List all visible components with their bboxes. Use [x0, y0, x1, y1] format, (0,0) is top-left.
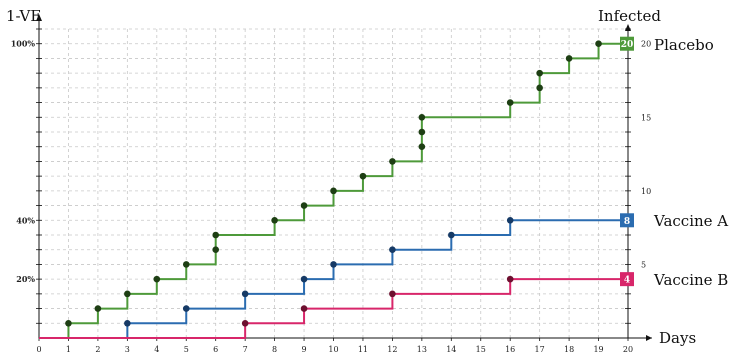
- right-tick-label: 5: [641, 260, 646, 269]
- event-point: [389, 158, 396, 165]
- x-tick-label: 13: [417, 345, 427, 354]
- event-point: [271, 216, 278, 224]
- event-point: [300, 202, 308, 209]
- series-line: [39, 219, 628, 339]
- event-point: [65, 319, 72, 327]
- event-point: [359, 172, 367, 180]
- series-line: [39, 278, 628, 339]
- right-axis-arrow: [625, 24, 631, 31]
- end-count-badge: [620, 213, 634, 228]
- series-name-label: Vaccine A: [653, 212, 728, 230]
- series-vaccine-a: 8 Vaccine A: [39, 212, 728, 339]
- x-tick-label: 17: [535, 345, 545, 354]
- right-tick-label: 10: [641, 187, 651, 196]
- end-count-label: 8: [624, 217, 630, 227]
- axes: 0 1 2 3 4 5 6 7 8 9 10 11 12 13 14 15 16 17 18 19 2020%40%10…: [11, 14, 652, 354]
- x-tick-label: 15: [476, 345, 486, 354]
- event-point: [506, 216, 514, 224]
- left-axis-title: 1-VE: [6, 7, 41, 25]
- x-axis-title: Days: [659, 329, 696, 347]
- x-tick-label: 16: [505, 345, 515, 354]
- event-point: [241, 319, 249, 327]
- x-tick-label: 6: [213, 345, 218, 354]
- event-point: [300, 275, 308, 283]
- end-count-label: 20: [621, 40, 634, 50]
- event-point: [506, 99, 514, 106]
- x-tick-label: 18: [564, 345, 574, 354]
- x-tick-label: 8: [272, 345, 277, 354]
- x-tick-label: 2: [95, 345, 100, 354]
- end-count-badge: [620, 272, 634, 287]
- left-tick-label: 100%: [11, 39, 36, 49]
- event-point: [182, 261, 190, 268]
- x-tick-label: 9: [302, 345, 307, 354]
- series-name-label: Placebo: [654, 36, 714, 54]
- right-tick-label: 15: [641, 113, 651, 122]
- grid: [39, 28, 629, 338]
- x-tick-label: 1: [66, 345, 71, 354]
- event-point: [389, 290, 396, 298]
- event-point: [389, 246, 396, 254]
- event-point: [536, 84, 543, 92]
- event-point: [418, 128, 426, 136]
- event-point: [300, 305, 308, 312]
- x-tick-label: 20: [623, 345, 633, 354]
- event-point: [506, 275, 514, 283]
- event-point: [212, 246, 219, 254]
- event-point: [448, 231, 455, 239]
- series-name-label: Vaccine B: [653, 271, 728, 289]
- series-vaccine-b: 4 Vaccine B: [39, 271, 728, 339]
- event-point: [330, 187, 337, 195]
- left-tick-label: 40%: [16, 215, 35, 225]
- end-count-badge: [620, 36, 634, 51]
- x-tick-label: 0: [36, 345, 41, 354]
- x-tick-label: 12: [387, 345, 397, 354]
- x-tick-label: 7: [243, 345, 248, 354]
- event-point: [565, 55, 573, 62]
- x-tick-label: 11: [358, 345, 368, 354]
- event-point: [536, 69, 543, 77]
- end-count-label: 4: [624, 276, 630, 286]
- x-tick-label: 19: [593, 345, 603, 354]
- event-point: [418, 143, 426, 151]
- x-axis-arrow: [646, 335, 652, 341]
- x-tick-label: 3: [125, 345, 130, 354]
- x-tick-label: 14: [446, 345, 456, 354]
- event-point: [595, 40, 602, 48]
- left-axis-arrow: [36, 14, 42, 21]
- x-tick-label: 10: [328, 345, 338, 354]
- event-point: [330, 261, 337, 268]
- event-point: [94, 305, 102, 312]
- x-tick-label: 5: [184, 345, 189, 354]
- x-tick-label: 4: [154, 345, 159, 354]
- event-point: [153, 275, 161, 283]
- event-point: [241, 290, 249, 298]
- event-point: [212, 231, 219, 239]
- series-placebo: 20 Placebo: [39, 36, 714, 339]
- right-axis-title: Infected: [598, 7, 661, 25]
- right-tick-label: 20: [641, 40, 651, 49]
- left-tick-label: 20%: [16, 274, 35, 284]
- event-point: [182, 305, 190, 312]
- event-point: [124, 290, 131, 298]
- event-point: [418, 113, 426, 121]
- event-point: [124, 319, 131, 327]
